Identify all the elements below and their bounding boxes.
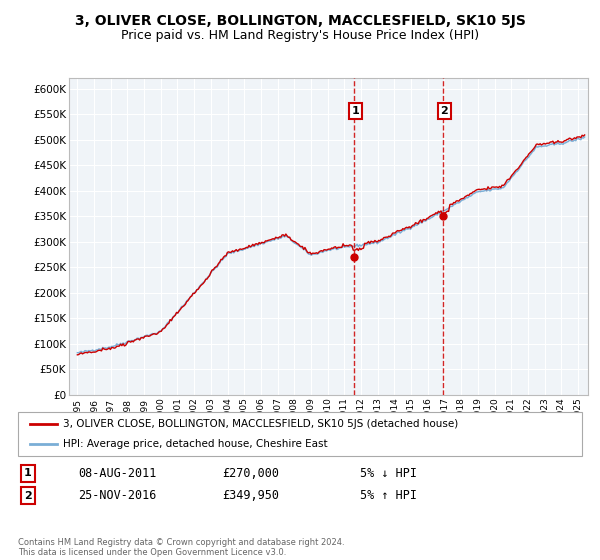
Text: HPI: Average price, detached house, Cheshire East: HPI: Average price, detached house, Ches… [63,439,328,449]
Text: 5% ↑ HPI: 5% ↑ HPI [360,489,417,502]
Text: £349,950: £349,950 [222,489,279,502]
Text: 2: 2 [440,106,448,116]
Text: 08-AUG-2011: 08-AUG-2011 [78,466,157,480]
Text: 2: 2 [24,491,32,501]
Text: 3, OLIVER CLOSE, BOLLINGTON, MACCLESFIELD, SK10 5JS: 3, OLIVER CLOSE, BOLLINGTON, MACCLESFIEL… [74,14,526,28]
Text: 1: 1 [352,106,359,116]
Text: £270,000: £270,000 [222,466,279,480]
Text: 5% ↓ HPI: 5% ↓ HPI [360,466,417,480]
Text: Price paid vs. HM Land Registry's House Price Index (HPI): Price paid vs. HM Land Registry's House … [121,29,479,42]
Text: Contains HM Land Registry data © Crown copyright and database right 2024.
This d: Contains HM Land Registry data © Crown c… [18,538,344,557]
Text: 25-NOV-2016: 25-NOV-2016 [78,489,157,502]
Text: 1: 1 [24,468,32,478]
Text: 3, OLIVER CLOSE, BOLLINGTON, MACCLESFIELD, SK10 5JS (detached house): 3, OLIVER CLOSE, BOLLINGTON, MACCLESFIEL… [63,419,458,429]
